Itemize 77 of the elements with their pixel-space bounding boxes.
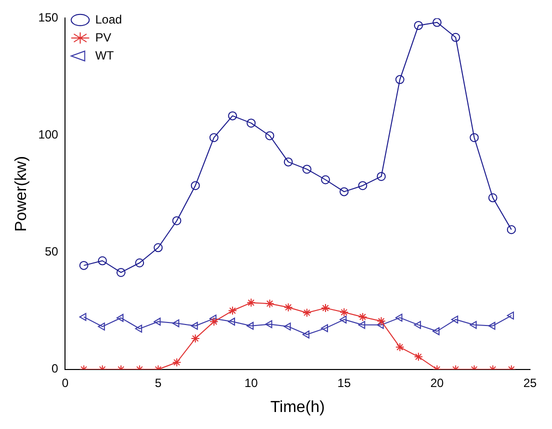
point [414,352,423,362]
point [265,299,274,308]
point [488,193,498,202]
point [228,306,238,316]
point [506,225,516,234]
point [135,258,144,268]
point [265,131,274,140]
point [432,327,440,336]
point [376,172,386,181]
point [395,342,404,352]
point [358,312,368,322]
x-tick-label: 5 [154,376,162,390]
legend-label: WT [95,48,115,62]
point [246,118,256,128]
point [302,308,312,318]
point [228,111,238,120]
y-tick-label: 100 [38,128,59,142]
point [116,268,126,277]
point [154,318,161,326]
point [395,314,402,322]
point [340,187,349,196]
point [172,216,182,226]
point [414,320,421,329]
point [302,330,310,338]
legend-label: PV [95,30,112,44]
point [488,322,496,330]
point [190,181,200,190]
point [376,316,386,326]
y-tick-label: 50 [44,244,59,259]
x-axis-title: Time(h) [270,398,325,416]
point [358,181,368,190]
point [321,304,330,313]
point [246,298,256,308]
point [302,164,312,174]
point [321,324,328,332]
point [265,320,272,328]
point [116,314,124,322]
point [321,175,330,184]
point [172,319,180,328]
point [209,314,216,323]
point [414,20,423,30]
point [228,318,236,326]
point [79,260,88,270]
x-tick-label: 20 [430,376,444,390]
point [190,334,200,343]
point [451,316,458,324]
point [190,322,198,330]
point [209,317,218,326]
point [98,256,107,266]
point [209,133,218,142]
x-tick-label: 25 [523,376,537,390]
x-tick-label: 0 [62,376,69,390]
point [451,32,460,42]
x-tick-label: 15 [337,376,352,390]
y-tick-label: 0 [52,362,59,376]
y-axis-title: Power(kw) [13,156,30,232]
point [135,324,142,333]
point [470,320,477,329]
x-tick-label: 10 [244,376,258,390]
point [470,133,479,142]
point [79,312,86,321]
point [172,358,182,367]
legend-label: Load [95,12,122,26]
point [340,316,347,324]
point [376,320,384,329]
point [246,322,254,330]
y-tick-label: 150 [38,10,59,25]
point [432,18,442,27]
point [154,243,163,252]
point [284,157,293,166]
point [284,302,293,312]
point [358,320,366,329]
point [506,312,514,320]
point [395,75,404,84]
point [340,308,349,317]
point [284,322,291,331]
point [98,322,105,331]
